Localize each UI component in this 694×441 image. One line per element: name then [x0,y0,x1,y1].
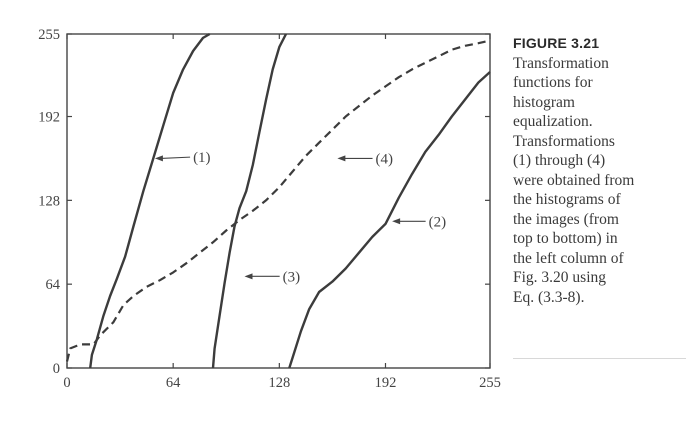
y-tick-label-2: 128 [38,193,60,209]
x-tick-label-2: 128 [268,375,290,391]
series-line-3 [211,33,288,369]
y-tick-label-1: 64 [46,277,61,293]
caption-line-9: the images (from [513,210,619,228]
figure-caption: FIGURE 3.21 Transformation functions for… [513,34,693,307]
annotation-label-2: (2) [429,214,447,230]
caption-line-4: equalization. [513,113,593,130]
caption-line-1: Transformation [513,54,609,72]
series-line-4 [65,39,491,362]
annotation-label-3: (3) [283,269,301,285]
series-line-2 [288,71,491,369]
annotation-arrowhead-4 [337,155,346,162]
x-tick-label-1: 64 [166,375,181,391]
caption-line-12: Fig. 3.20 using [513,269,607,286]
caption-line-5: Transformations [513,132,615,150]
x-tick-label-0: 0 [63,375,70,391]
plot-frame [66,33,491,369]
caption-line-13: Eq. (3.3-8). [513,288,585,306]
series-line-1 [89,32,211,369]
caption-line-2: functions for [513,74,593,91]
y-tick-label-4: 255 [38,27,60,43]
caption-line-11: the left column of [513,249,624,267]
transformation-functions-chart: 0 64 128 192 255 0 64 128 192 255 (1) (2) (3) (4) [38,27,501,391]
annotation-arrowhead-1 [154,155,163,162]
caption-line-10: top to bottom) in [513,230,618,247]
caption-divider [513,358,686,359]
annotation-label-1: (1) [193,150,211,166]
caption-line-8: the histograms of [513,191,621,208]
annotation-arrowhead-2 [392,218,401,225]
caption-line-3: histogram [513,93,575,111]
annotation-label-4: (4) [376,151,394,167]
annotation-leader-1 [160,156,191,159]
y-tick-label-3: 192 [38,110,60,126]
caption-line-7: were obtained from [513,171,635,189]
annotation-arrowhead-3 [244,273,253,280]
x-tick-label-3: 192 [375,375,397,391]
caption-line-6: (1) through (4) [513,152,606,169]
figure-label: FIGURE 3.21 [513,35,600,51]
x-tick-label-4: 255 [479,375,501,391]
figure-plot: 0 64 128 192 255 0 64 128 192 255 (1) (2) (3) (4) [38,27,501,391]
y-tick-label-0: 0 [53,361,60,377]
